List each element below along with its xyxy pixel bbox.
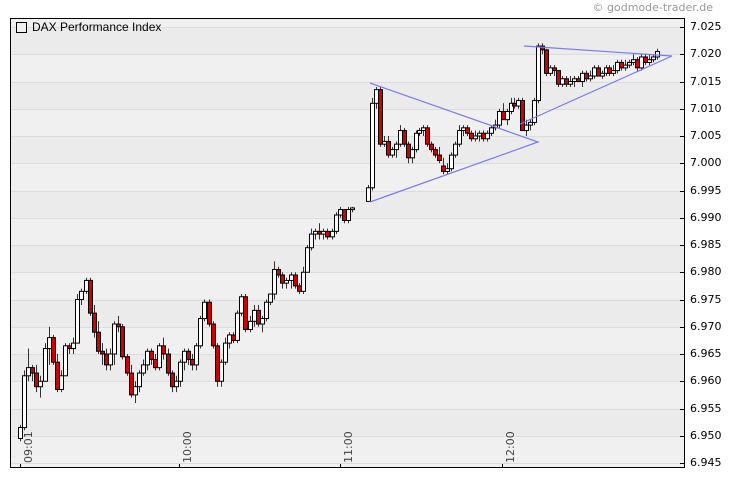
y-axis-label: 6.960 (690, 374, 722, 388)
y-axis-label: 7.010 (690, 101, 722, 115)
y-axis-label: 6.965 (690, 347, 722, 360)
y-axis-label: 6.985 (690, 238, 722, 251)
candles (18, 43, 660, 442)
y-axis-label: 7.020 (690, 47, 722, 61)
x-axis-label: 12:00 (504, 431, 517, 463)
legend-label: DAX Performance Index (32, 20, 162, 34)
chart-legend: DAX Performance Index (16, 20, 161, 34)
y-axis-label: 6.980 (690, 265, 722, 279)
x-axis-label: 09:01 (22, 431, 35, 463)
y-axis-label: 6.950 (690, 428, 722, 442)
y-axis-label: 7.025 (690, 20, 722, 33)
y-axis-label: 6.995 (690, 183, 722, 197)
legend-checkbox-icon[interactable] (16, 21, 27, 33)
y-axis-label: 7.015 (690, 74, 722, 88)
x-axis-label: 10:00 (181, 431, 194, 463)
trendline-annotations (369, 45, 673, 203)
y-axis-label: 6.975 (690, 292, 722, 306)
y-axis-label: 7.000 (690, 156, 722, 170)
y-axis-label: 6.970 (690, 319, 722, 333)
y-axis-label: 6.945 (690, 456, 722, 469)
y-axis-label: 7.005 (690, 129, 722, 142)
y-axis-label: 6.990 (690, 210, 722, 224)
y-axis-label: 6.955 (690, 401, 722, 415)
copyright-text: © godmode-trader.de (592, 1, 713, 14)
x-axis-label: 11:00 (342, 431, 355, 463)
